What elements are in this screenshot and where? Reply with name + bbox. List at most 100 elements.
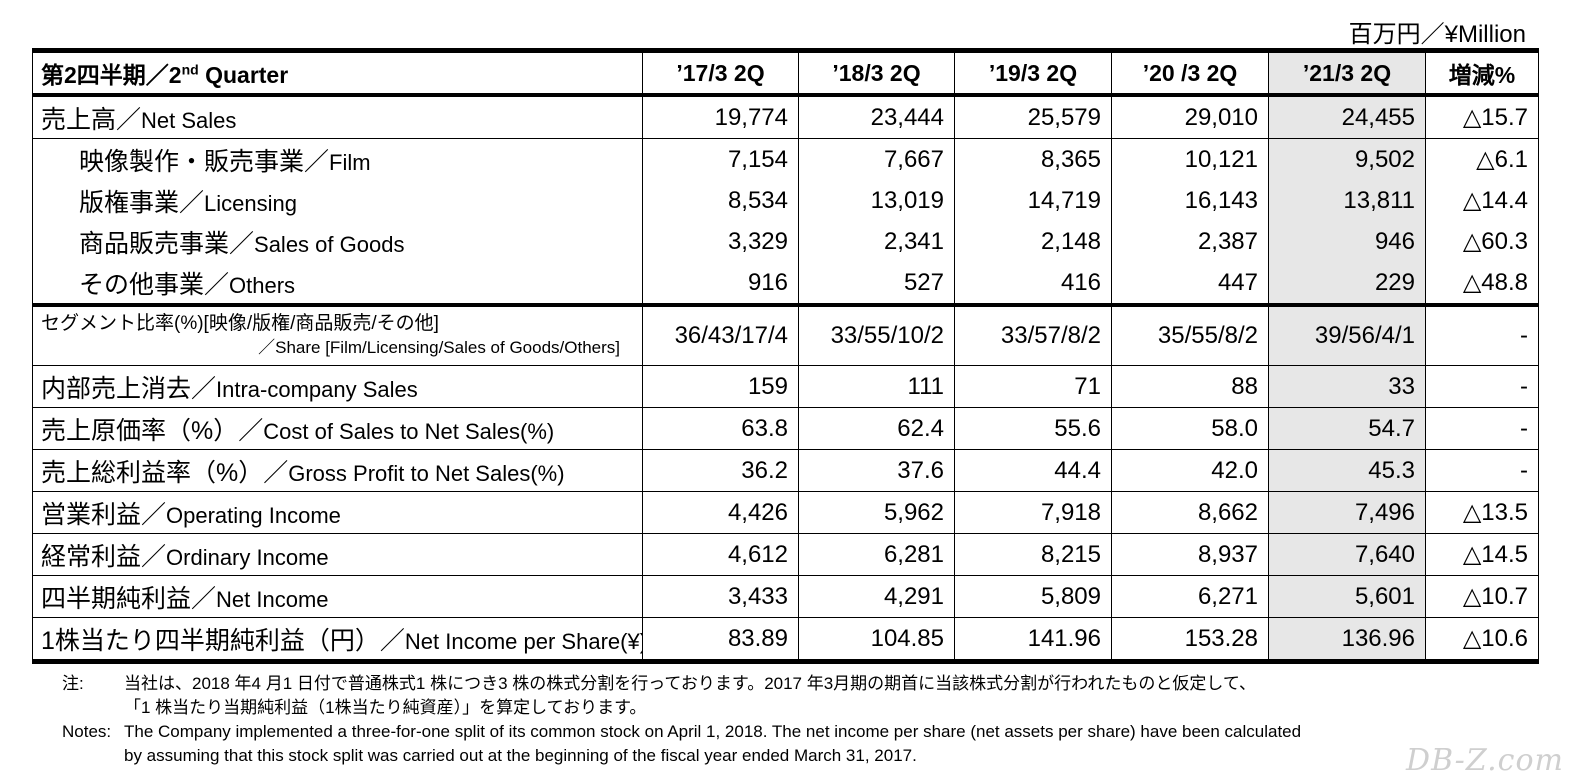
change-cell: △10.6 — [1425, 617, 1539, 664]
table-cell: 16,143 — [1111, 180, 1269, 221]
table-cell: 229 — [1268, 262, 1426, 306]
financial-table: 第2四半期／2nd Quarter ’17/3 2Q ’18/3 2Q ’19/… — [32, 48, 1539, 664]
row-label: 売上総利益率（%）／Gross Profit to Net Sales(%) — [32, 449, 643, 492]
table-cell: 104.85 — [798, 617, 955, 664]
note-jp-line2: 「1 株当たり当期純利益（1株当たり純資産）」を算定しております。 — [62, 696, 1301, 720]
change-cell: △13.5 — [1425, 491, 1539, 534]
table-cell: 71 — [954, 365, 1112, 408]
table-row-intra: 内部売上消去／Intra-company Sales 159 111 71 88… — [32, 365, 1539, 408]
table-cell: 2,387 — [1111, 221, 1269, 262]
table-cell: 33/55/10/2 — [798, 303, 955, 366]
header-period: ’19/3 2Q — [954, 48, 1112, 97]
table-row-eps: 1株当たり四半期純利益（円）／Net Income per Share(¥) 8… — [32, 617, 1539, 664]
row-label: 商品販売事業／Sales of Goods — [32, 221, 643, 262]
table-cell: 7,918 — [954, 491, 1112, 534]
header-row: 第2四半期／2nd Quarter ’17/3 2Q ’18/3 2Q ’19/… — [32, 48, 1539, 97]
note-en-tag: Notes: — [62, 722, 112, 741]
change-cell: - — [1425, 303, 1539, 366]
table-cell: 36/43/17/4 — [642, 303, 799, 366]
table-cell: 4,291 — [798, 575, 955, 618]
table-cell: 33/57/8/2 — [954, 303, 1112, 366]
table-cell: 4,612 — [642, 533, 799, 576]
change-cell: △14.4 — [1425, 180, 1539, 221]
change-cell: - — [1425, 365, 1539, 408]
row-label: 売上原価率（%）／Cost of Sales to Net Sales(%) — [32, 407, 643, 450]
table-row-licensing: 版権事業／Licensing 8,534 13,019 14,719 16,14… — [32, 180, 1539, 221]
header-period: ’20 /3 2Q — [1111, 48, 1269, 97]
table-cell: 447 — [1111, 262, 1269, 306]
watermark: DB-Z.com — [1406, 743, 1564, 778]
table-cell: 33 — [1268, 365, 1426, 408]
row-label: 経常利益／Ordinary Income — [32, 533, 643, 576]
table-cell: 2,341 — [798, 221, 955, 262]
table-cell: 25,579 — [954, 94, 1112, 139]
unit-label: 百万円／¥Million — [1348, 21, 1526, 48]
table-cell: 62.4 — [798, 407, 955, 450]
table-cell: 7,496 — [1268, 491, 1426, 534]
header-period: ’21/3 2Q — [1268, 48, 1426, 97]
row-label: 1株当たり四半期純利益（円）／Net Income per Share(¥) — [32, 617, 643, 664]
table-cell: 416 — [954, 262, 1112, 306]
change-cell: △60.3 — [1425, 221, 1539, 262]
table-cell: 83.89 — [642, 617, 799, 664]
change-cell: - — [1425, 449, 1539, 492]
table-cell: 19,774 — [642, 94, 799, 139]
table-cell: 6,271 — [1111, 575, 1269, 618]
table-row-cost: 売上原価率（%）／Cost of Sales to Net Sales(%) 6… — [32, 407, 1539, 450]
table-cell: 8,937 — [1111, 533, 1269, 576]
table-cell: 13,811 — [1268, 180, 1426, 221]
header-label: 第2四半期／2nd Quarter — [32, 48, 643, 97]
table-cell: 35/55/8/2 — [1111, 303, 1269, 366]
table-row-net-income: 四半期純利益／Net Income 3,433 4,291 5,809 6,27… — [32, 575, 1539, 618]
row-label: 映像製作・販売事業／Film — [32, 138, 643, 180]
table-row-net-sales: 売上高／Net Sales 19,774 23,444 25,579 29,01… — [32, 94, 1539, 139]
table-cell: 5,809 — [954, 575, 1112, 618]
change-cell: △14.5 — [1425, 533, 1539, 576]
table-cell: 63.8 — [642, 407, 799, 450]
table-row-ordinary: 経常利益／Ordinary Income 4,612 6,281 8,215 8… — [32, 533, 1539, 576]
change-cell: △10.7 — [1425, 575, 1539, 618]
table-cell: 141.96 — [954, 617, 1112, 664]
table-cell: 9,502 — [1268, 138, 1426, 180]
table-cell: 10,121 — [1111, 138, 1269, 180]
row-label: 営業利益／Operating Income — [32, 491, 643, 534]
table-cell: 6,281 — [798, 533, 955, 576]
note-en-line2: by assuming that this stock split was ca… — [62, 744, 1301, 768]
table-row-operating: 営業利益／Operating Income 4,426 5,962 7,918 … — [32, 491, 1539, 534]
notes: 注: 当社は、2018 年4 月1 日付で普通株式1 株につき3 株の株式分割を… — [62, 672, 1301, 768]
row-label: セグメント比率(%)[映像/版権/商品販売/その他] ／Share [Film/L… — [32, 303, 643, 366]
table-row-others: その他事業／Others 916 527 416 447 229 △48.8 — [32, 262, 1539, 306]
row-label: 内部売上消去／Intra-company Sales — [32, 365, 643, 408]
header-period: ’17/3 2Q — [642, 48, 799, 97]
note-jp-tag: 注: — [62, 674, 84, 693]
table-cell: 3,433 — [642, 575, 799, 618]
change-cell: - — [1425, 407, 1539, 450]
table-cell: 7,154 — [642, 138, 799, 180]
table-cell: 7,640 — [1268, 533, 1426, 576]
table-cell: 45.3 — [1268, 449, 1426, 492]
table-cell: 153.28 — [1111, 617, 1269, 664]
table-cell: 54.7 — [1268, 407, 1426, 450]
note-en-line1: Notes: The Company implemented a three-f… — [62, 720, 1301, 744]
note-jp-text: 当社は、2018 年4 月1 日付で普通株式1 株につき3 株の株式分割を行って… — [124, 674, 1256, 693]
note-jp-text: 「1 株当たり当期純利益（1株当たり純資産）」を算定しております。 — [124, 698, 647, 717]
change-cell: △48.8 — [1425, 262, 1539, 306]
row-label: 版権事業／Licensing — [32, 180, 643, 221]
table-cell: 3,329 — [642, 221, 799, 262]
note-en-text: by assuming that this stock split was ca… — [124, 746, 917, 765]
note-jp-line1: 注: 当社は、2018 年4 月1 日付で普通株式1 株につき3 株の株式分割を… — [62, 672, 1301, 696]
row-label: 売上高／Net Sales — [32, 94, 643, 139]
change-cell: △6.1 — [1425, 138, 1539, 180]
table-cell: 14,719 — [954, 180, 1112, 221]
table-cell: 4,426 — [642, 491, 799, 534]
table-cell: 24,455 — [1268, 94, 1426, 139]
table-cell: 36.2 — [642, 449, 799, 492]
table-cell: 8,365 — [954, 138, 1112, 180]
table-cell: 23,444 — [798, 94, 955, 139]
table-cell: 111 — [798, 365, 955, 408]
table-cell: 88 — [1111, 365, 1269, 408]
table-cell: 136.96 — [1268, 617, 1426, 664]
table-cell: 946 — [1268, 221, 1426, 262]
table-row-goods: 商品販売事業／Sales of Goods 3,329 2,341 2,148 … — [32, 221, 1539, 262]
table-row-gross: 売上総利益率（%）／Gross Profit to Net Sales(%) 3… — [32, 449, 1539, 492]
